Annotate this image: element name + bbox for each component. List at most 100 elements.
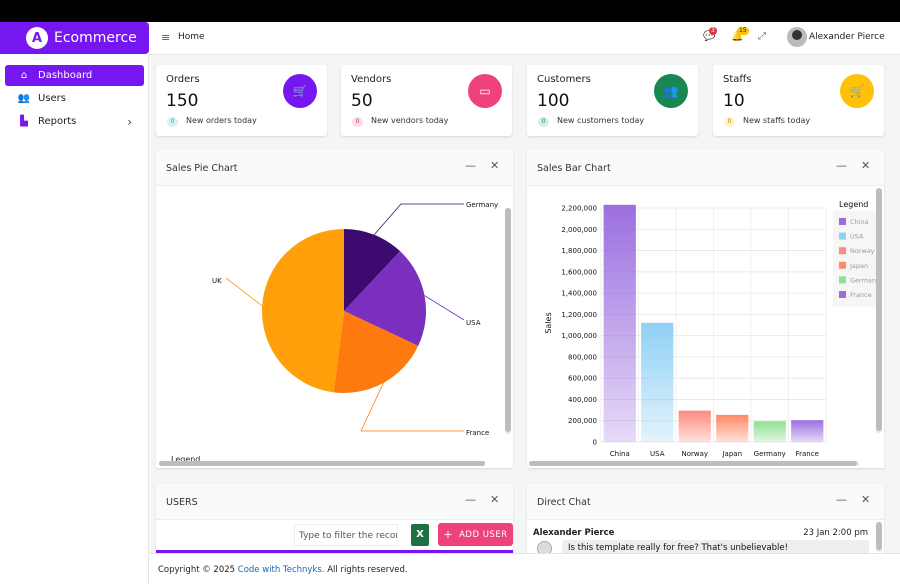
top-header: ≡ Home 💬 3 🔔 15 ⤢ Alexander Pierce (149, 22, 900, 55)
pie-label-line (424, 295, 465, 321)
pie-slice[interactable] (344, 251, 426, 346)
pie-label: UK (212, 277, 222, 285)
sidebar-item-label: Dashboard (38, 70, 93, 81)
y-axis-label: Sales (544, 312, 553, 333)
bar[interactable] (753, 421, 786, 442)
sidebar-item-label: Reports (38, 116, 77, 127)
panel-title: Sales Bar Chart (537, 163, 611, 174)
pie-label: Germany (466, 201, 498, 209)
minimize-icon[interactable]: — (836, 159, 847, 172)
sidebar-item-users[interactable]: 👥 Users (5, 88, 144, 109)
minimize-icon[interactable]: — (465, 159, 476, 172)
panel-title: USERS (166, 497, 198, 508)
cart-icon: 🛒 (283, 74, 317, 108)
legend-swatch (839, 218, 846, 225)
bar[interactable] (641, 322, 674, 442)
legend-item[interactable]: German (850, 276, 876, 284)
y-tick-label: 1,000,000 (561, 332, 597, 340)
vendors-card: Vendors 50 0 New vendors today ▭ (341, 65, 512, 136)
excel-export-icon[interactable]: X (411, 524, 429, 546)
vertical-scrollbar[interactable] (505, 208, 511, 434)
card-badge: 0 (538, 117, 549, 127)
pie-slice[interactable] (344, 229, 401, 311)
panel-header: Sales Pie Chart — ✕ (156, 150, 513, 186)
card-value: 100 (537, 91, 570, 111)
top-strip (0, 0, 900, 22)
direct-chat-panel: Direct Chat — ✕ Alexander Pierce 23 Jan … (527, 484, 884, 554)
pie-chart-panel: Sales Pie Chart — ✕ Germany USA France UK L… (156, 150, 513, 468)
pie-slice[interactable] (333, 311, 419, 393)
legend-title: Legend (839, 200, 868, 209)
fullscreen-icon[interactable]: ⤢ (758, 31, 766, 42)
orders-card: Orders 150 0 New orders today 🛒 (156, 65, 327, 136)
horizontal-scrollbar[interactable] (159, 461, 485, 466)
add-user-button[interactable]: + ADD USER (438, 523, 513, 546)
legend-item[interactable]: USA (850, 233, 864, 241)
vertical-scrollbar[interactable] (876, 188, 882, 433)
x-tick-label: Norway (681, 450, 708, 458)
bar-chart-panel: Sales Bar Chart — ✕ 0 200,000 400,000 600,0… (527, 150, 884, 468)
footer-copyright: Copyright © 2025 (158, 565, 236, 575)
card-badge: 0 (167, 117, 178, 127)
chat-icon[interactable]: 💬 3 (703, 27, 717, 42)
user-name[interactable]: Alexander Pierce (809, 32, 885, 42)
card-subtitle: New vendors today (371, 116, 449, 125)
close-icon[interactable]: ✕ (490, 159, 500, 172)
minimize-icon[interactable]: — (465, 493, 476, 506)
card-title: Orders (166, 74, 200, 85)
staffs-card: Staffs 10 0 New staffs today 🛒 (713, 65, 884, 136)
brand-logo[interactable]: A Ecommerce (0, 22, 149, 54)
close-icon[interactable]: ✕ (861, 159, 871, 172)
bar[interactable] (791, 420, 824, 442)
horizontal-scrollbar[interactable] (529, 461, 859, 466)
legend-item[interactable]: Norway (850, 247, 875, 255)
panel-header: Direct Chat — ✕ (527, 484, 884, 520)
users-icon: 👥 (17, 93, 31, 104)
footer-link[interactable]: Code with Technyks. (237, 565, 325, 575)
customers-card: Customers 100 0 New customers today 👥 (527, 65, 698, 136)
breadcrumb[interactable]: Home (178, 32, 205, 42)
bar[interactable] (603, 204, 636, 442)
y-tick-label: 600,000 (568, 375, 597, 383)
legend-swatch (839, 276, 846, 284)
x-tick-label: USA (650, 450, 665, 458)
card-title: Customers (537, 74, 591, 85)
sidebar-item-dashboard[interactable]: ⌂ Dashboard (5, 65, 144, 86)
sidebar: A Ecommerce ⌂ Dashboard 👥 Users ▙ Report… (0, 22, 149, 584)
panel-title: Direct Chat (537, 497, 591, 508)
pie-chart: Germany USA France UK (212, 201, 498, 437)
x-tick-label: Japan (721, 450, 742, 458)
close-icon[interactable]: ✕ (490, 493, 500, 506)
pie-label-line (225, 277, 263, 307)
close-icon[interactable]: ✕ (861, 493, 871, 506)
vertical-scrollbar[interactable] (876, 522, 882, 552)
menu-icon[interactable]: ≡ (161, 31, 171, 44)
pie-legend-title: Legend (171, 455, 201, 463)
x-tick-label: France (796, 450, 819, 458)
bar[interactable] (678, 410, 711, 442)
chevron-right-icon: › (127, 114, 132, 129)
legend-swatch (839, 232, 846, 240)
card-title: Staffs (723, 74, 752, 85)
bell-icon[interactable]: 🔔 15 (731, 27, 749, 42)
y-tick-label: 2,000,000 (561, 226, 597, 234)
x-tick-label: China (610, 450, 630, 458)
pie-slice[interactable] (262, 229, 344, 393)
legend-item[interactable]: Japan (849, 262, 868, 270)
minimize-icon[interactable]: — (836, 493, 847, 506)
card-badge: 0 (724, 117, 735, 127)
card-value: 10 (723, 91, 745, 111)
x-tick-label: Germany (754, 450, 786, 458)
legend-item[interactable]: China (850, 218, 869, 226)
bar[interactable] (716, 414, 749, 442)
sidebar-item-reports[interactable]: ▙ Reports › (5, 111, 144, 132)
legend-item[interactable]: France (850, 291, 872, 299)
filter-input[interactable]: Type to filter the records (294, 524, 398, 546)
y-tick-label: 800,000 (568, 353, 597, 361)
y-tick-label: 200,000 (568, 417, 597, 425)
y-tick-label: 2,200,000 (561, 205, 597, 213)
avatar[interactable] (787, 27, 807, 47)
pie-label-line (360, 382, 464, 432)
card-value: 50 (351, 91, 373, 111)
card-subtitle: New customers today (557, 116, 645, 125)
